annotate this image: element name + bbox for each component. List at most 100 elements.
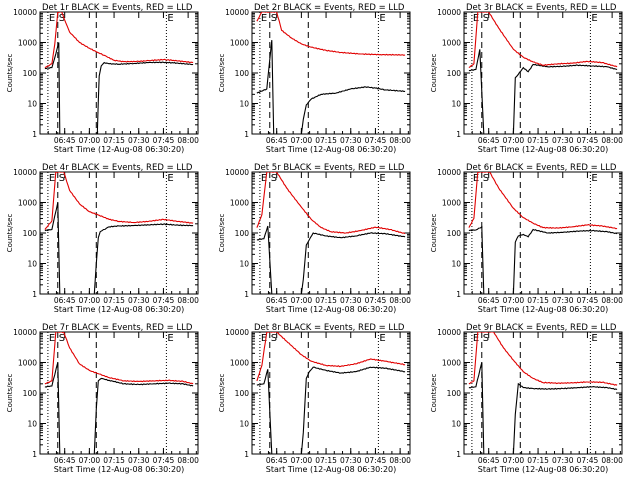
y-tick-label: 1000 xyxy=(18,39,37,48)
x-axis-label: Start Time (12-Aug-08 06:30:20) xyxy=(478,465,609,474)
x-tick-label: 08:00 xyxy=(177,296,199,305)
events-series-line xyxy=(468,362,618,454)
y-tick-label: 1 xyxy=(244,130,249,139)
y-tick-label: 1 xyxy=(456,290,461,299)
x-tick-label: 07:30 xyxy=(128,136,150,145)
x-tick-label: 07:00 xyxy=(79,296,101,305)
y-tick-label: 100 xyxy=(235,69,250,78)
x-tick-label: 07:00 xyxy=(79,456,101,465)
x-tick-label: 06:45 xyxy=(266,296,288,305)
marker-label: E xyxy=(261,333,267,344)
events-series-line xyxy=(256,225,406,294)
x-tick-label: 06:45 xyxy=(266,456,288,465)
plot-frame xyxy=(463,171,623,295)
panel-title: Det 5r BLACK = Events, RED = LLD xyxy=(254,163,405,173)
marker-label: E xyxy=(261,173,267,184)
y-tick-label: 100 xyxy=(235,389,250,398)
x-tick-label: 08:00 xyxy=(601,296,623,305)
x-tick-label: 07:30 xyxy=(552,136,574,145)
y-tick-label: 1000 xyxy=(230,39,249,48)
panel-title: Det 4r BLACK = Events, RED = LLD xyxy=(42,163,193,173)
x-tick-label: 07:30 xyxy=(128,296,150,305)
events-series-line xyxy=(44,202,194,294)
y-tick-label: 1 xyxy=(32,450,37,459)
y-axis-label: Counts/sec xyxy=(218,374,226,413)
x-tick-label: 07:30 xyxy=(128,456,150,465)
x-tick-label: 07:00 xyxy=(291,456,313,465)
marker-label: E xyxy=(473,173,479,184)
y-tick-label: 10 xyxy=(239,100,249,109)
y-tick-label: 1 xyxy=(456,130,461,139)
y-tick-label: 10 xyxy=(451,100,461,109)
y-tick-label: 10000 xyxy=(13,8,37,17)
detector-panel-3: Det 3r BLACK = Events, RED = LLD Counts/s… xyxy=(430,3,623,154)
panel-title: Det 1r BLACK = Events, RED = LLD xyxy=(42,3,193,13)
y-tick-label: 100 xyxy=(447,389,462,398)
x-tick-label: 06:45 xyxy=(478,296,500,305)
plot-frame xyxy=(463,331,623,455)
x-axis-label: Start Time (12-Aug-08 06:30:20) xyxy=(54,305,185,314)
marker-label: S xyxy=(271,333,277,344)
x-axis-label: Start Time (12-Aug-08 06:30:20) xyxy=(478,145,609,154)
x-tick-label: 06:45 xyxy=(54,296,76,305)
y-tick-label: 100 xyxy=(23,229,38,238)
y-tick-label: 1000 xyxy=(230,359,249,368)
panel-title: Det 7r BLACK = Events, RED = LLD xyxy=(42,323,193,333)
marker-label: E xyxy=(591,13,597,24)
y-axis-label: Counts/sec xyxy=(430,54,438,93)
y-tick-label: 10 xyxy=(451,260,461,269)
y-tick-label: 1 xyxy=(244,290,249,299)
marker-label: S xyxy=(483,173,489,184)
x-tick-label: 07:30 xyxy=(340,456,362,465)
panel-title: Det 6r BLACK = Events, RED = LLD xyxy=(466,163,617,173)
marker-label: E xyxy=(49,333,55,344)
y-tick-label: 1000 xyxy=(18,199,37,208)
x-axis-label: Start Time (12-Aug-08 06:30:20) xyxy=(266,145,397,154)
x-tick-label: 06:45 xyxy=(266,136,288,145)
y-axis-label: Counts/sec xyxy=(6,214,14,253)
panel-title: Det 2r BLACK = Events, RED = LLD xyxy=(254,3,405,13)
marker-label: E xyxy=(167,333,173,344)
y-tick-label: 10000 xyxy=(225,328,249,337)
events-series-line xyxy=(468,225,618,294)
detector-panel-4: Det 4r BLACK = Events, RED = LLD Counts/s… xyxy=(6,163,199,314)
plot-frame xyxy=(39,331,199,455)
events-series-line xyxy=(256,366,406,454)
marker-label: S xyxy=(483,333,489,344)
x-tick-label: 07:30 xyxy=(340,136,362,145)
detector-panel-1: Det 1r BLACK = Events, RED = LLD Counts/s… xyxy=(6,3,199,154)
y-tick-label: 10000 xyxy=(437,168,461,177)
y-axis-label: Counts/sec xyxy=(6,374,14,413)
y-axis-label: Counts/sec xyxy=(218,54,226,93)
x-tick-label: 07:30 xyxy=(340,296,362,305)
marker-label: E xyxy=(379,333,385,344)
plot-frame xyxy=(463,11,623,135)
lld-series-line xyxy=(468,12,618,69)
x-tick-label: 08:00 xyxy=(177,456,199,465)
x-tick-label: 07:15 xyxy=(103,136,125,145)
detector-panel-9: Det 9r BLACK = Events, RED = LLD Counts/s… xyxy=(430,323,623,474)
x-axis-label: Start Time (12-Aug-08 06:30:20) xyxy=(54,145,185,154)
plot-frame xyxy=(251,11,411,135)
x-axis-label: Start Time (12-Aug-08 06:30:20) xyxy=(478,305,609,314)
x-tick-label: 08:00 xyxy=(389,136,411,145)
y-tick-label: 100 xyxy=(235,229,250,238)
x-tick-label: 07:15 xyxy=(527,296,549,305)
x-tick-label: 07:00 xyxy=(291,136,313,145)
x-tick-label: 07:15 xyxy=(315,456,337,465)
x-tick-label: 07:00 xyxy=(503,296,525,305)
lld-series-line xyxy=(256,332,406,382)
y-tick-label: 1 xyxy=(32,130,37,139)
x-tick-label: 07:30 xyxy=(552,296,574,305)
panel-title: Det 8r BLACK = Events, RED = LLD xyxy=(254,323,405,333)
x-tick-label: 07:00 xyxy=(79,136,101,145)
lld-series-line xyxy=(468,172,618,230)
x-tick-label: 07:45 xyxy=(577,296,599,305)
x-tick-label: 06:45 xyxy=(478,136,500,145)
y-tick-label: 10 xyxy=(451,420,461,429)
x-tick-label: 06:45 xyxy=(478,456,500,465)
x-tick-label: 07:15 xyxy=(315,136,337,145)
y-tick-label: 1000 xyxy=(442,359,461,368)
panel-title: Det 3r BLACK = Events, RED = LLD xyxy=(466,3,617,13)
